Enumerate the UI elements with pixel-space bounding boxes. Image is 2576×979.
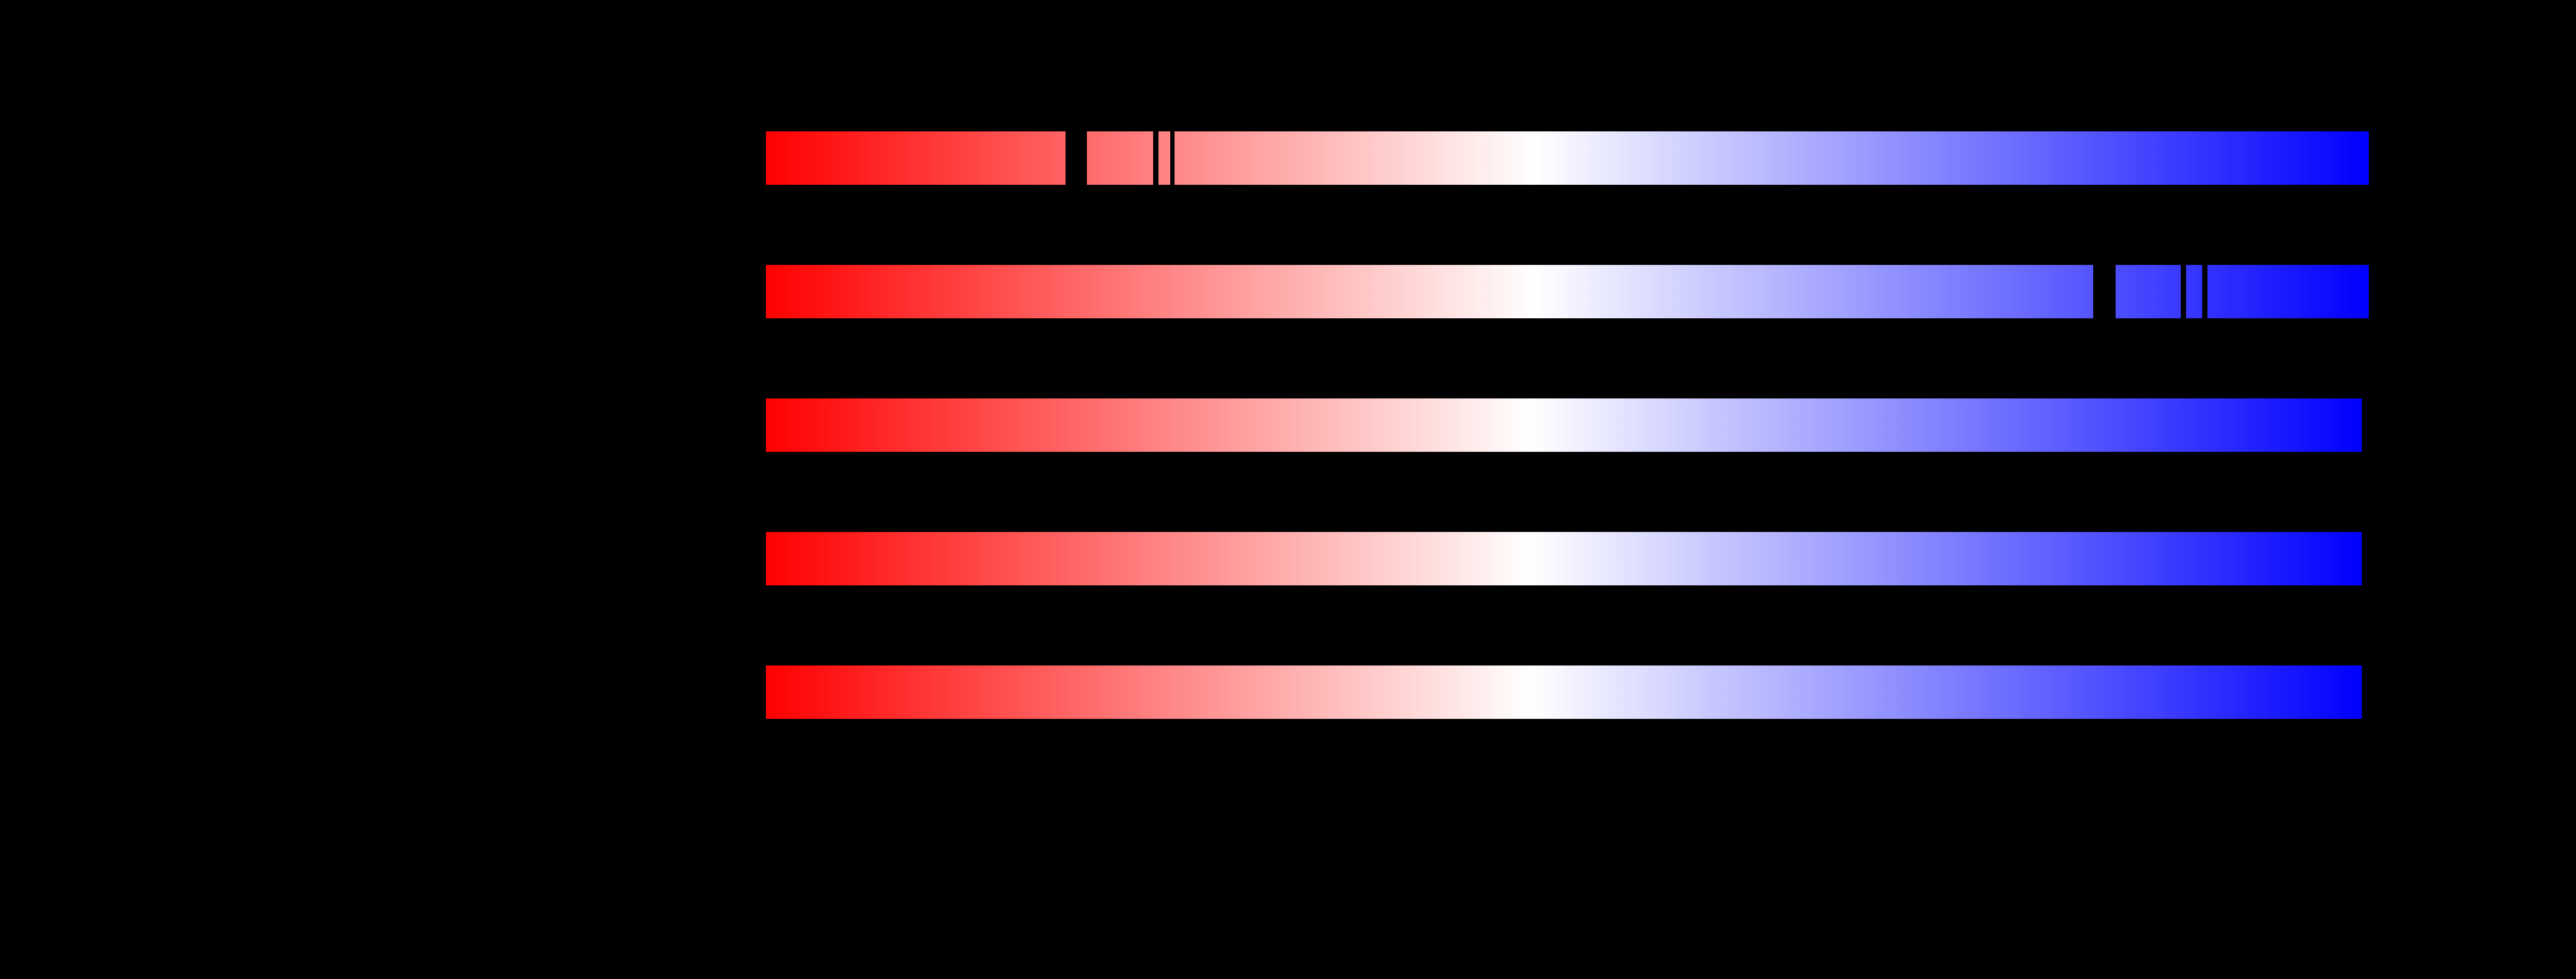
gradient-bar-4 [766,532,2362,585]
tick-marker-thin [1170,131,1175,185]
gradient-bar-2 [766,265,2369,318]
gradient-bar-1 [766,131,2369,185]
gradient-bar-5 [766,665,2362,719]
tick-marker-wide [2093,265,2116,318]
tick-marker-thin [1153,131,1158,185]
tick-marker-thin [2181,265,2186,318]
gradient-bar-3 [766,398,2362,452]
tick-marker-thin [2202,265,2207,318]
tick-marker-wide [1066,131,1087,185]
